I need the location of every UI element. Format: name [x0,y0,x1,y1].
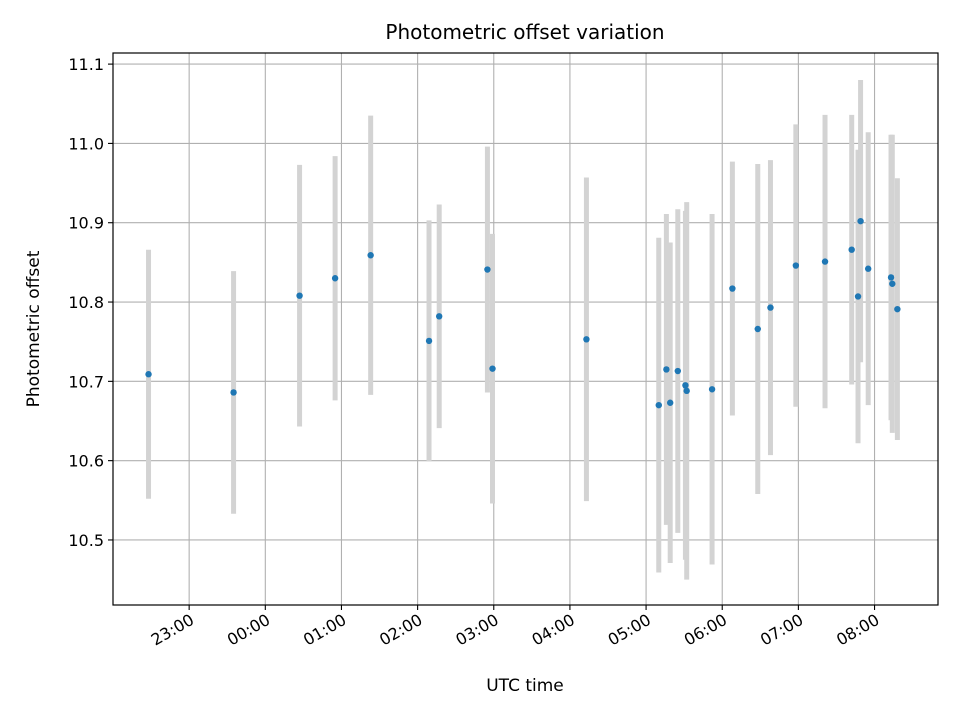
data-point [729,285,736,292]
y-axis-title: Photometric offset [24,250,44,407]
y-tick-label: 10.5 [68,531,104,550]
data-point [489,365,496,372]
data-point [767,304,774,311]
plot-area [113,53,938,605]
y-tick-label: 10.7 [68,372,104,391]
data-point [857,217,864,225]
data-point [754,325,761,333]
x-axis-title: UTC time [486,676,564,696]
data-point [583,336,590,343]
data-point [230,389,237,396]
chart-title: Photometric offset variation [385,20,664,44]
data-point [435,313,443,320]
data-point [674,367,682,375]
data-point [848,246,855,253]
data-point [821,258,829,265]
y-axis: 10.5 10.6 10.7 10.8 10.9 11.0 11.1 [68,55,113,550]
data-point [367,252,374,259]
data-point [484,266,491,273]
data-point [683,387,690,395]
plot-frame [112,52,939,606]
y-tick-label: 10.6 [68,452,104,471]
data-point [655,401,662,409]
data-point [887,274,895,281]
y-tick-label: 10.8 [68,293,104,312]
data-point [663,366,670,373]
data-point [708,386,716,393]
data-point [425,337,433,345]
data-points [145,217,901,409]
y-tick-label: 10.9 [68,214,104,233]
data-point [296,292,303,299]
data-point [894,305,901,313]
grid [113,53,938,605]
y-tick-label: 11.1 [68,55,104,74]
data-point [331,275,339,282]
y-tick-label: 11.0 [68,134,104,153]
data-point [889,280,896,287]
data-point [854,293,862,300]
data-point [864,265,872,272]
data-point [792,262,800,269]
data-point [666,399,674,406]
data-point [682,382,689,389]
data-point [145,371,152,378]
